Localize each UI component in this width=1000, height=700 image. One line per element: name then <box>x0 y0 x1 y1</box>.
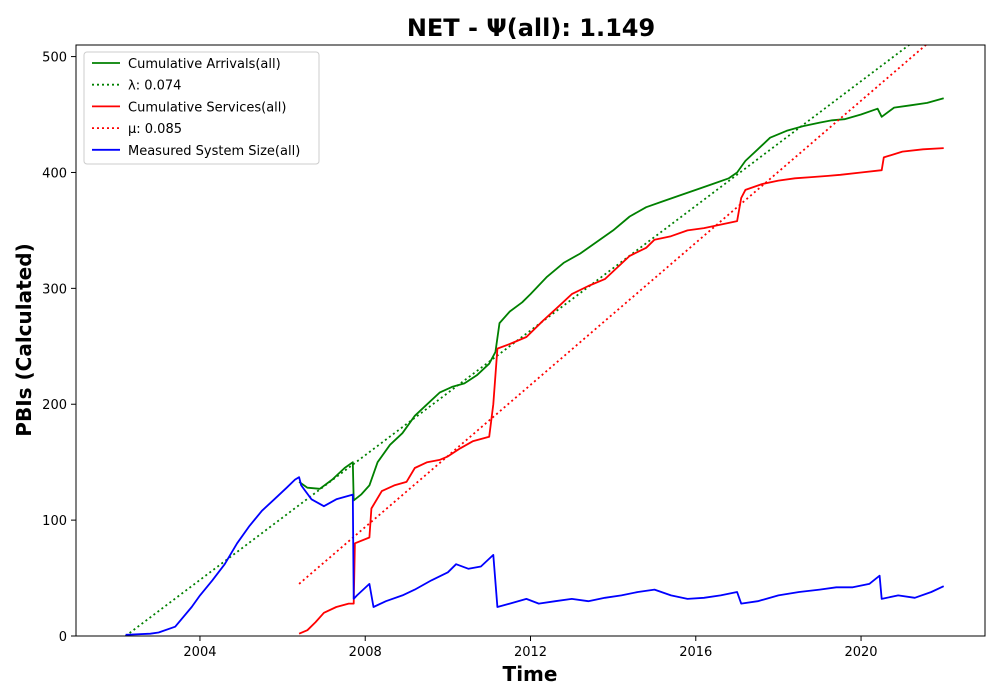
y-tick-label: 400 <box>42 166 67 181</box>
series-layer <box>125 45 945 636</box>
x-axis-label: Time <box>503 662 558 686</box>
y-tick-label: 100 <box>42 514 67 529</box>
y-tick-label: 0 <box>59 630 67 645</box>
x-tick-label: 2016 <box>679 645 712 660</box>
series-line-1 <box>298 97 944 502</box>
plot-area <box>75 44 986 637</box>
x-axis: 2004 2008 2012 2016 2020 <box>183 636 878 660</box>
legend: Cumulative Arrivals(all) λ: 0.074 Cumulati… <box>83 51 320 165</box>
x-tick-label: 2004 <box>183 645 216 660</box>
legend-label: Measured System Size(all) <box>128 144 300 159</box>
x-tick-label: 2008 <box>349 645 382 660</box>
y-tick-label: 300 <box>42 282 67 297</box>
legend-label: λ: 0.074 <box>128 79 181 94</box>
x-tick-label: 2020 <box>844 645 877 660</box>
y-tick-label: 500 <box>42 51 67 66</box>
y-tick-label: 200 <box>42 398 67 413</box>
series-line-5 <box>125 476 945 636</box>
y-axis-label: PBIs (Calculated) <box>12 243 36 436</box>
x-tick-label: 2012 <box>514 645 547 660</box>
legend-label: Cumulative Arrivals(all) <box>128 57 281 72</box>
series-line-4 <box>298 45 928 585</box>
legend-label: Cumulative Services(all) <box>128 100 286 115</box>
legend-label: μ: 0.085 <box>128 122 182 137</box>
chart-title: NET - Ψ(all): 1.149 <box>407 14 655 42</box>
legend-box <box>83 51 320 165</box>
y-axis: 0 100 200 300 400 500 <box>42 51 76 645</box>
series-line-3 <box>298 147 944 635</box>
